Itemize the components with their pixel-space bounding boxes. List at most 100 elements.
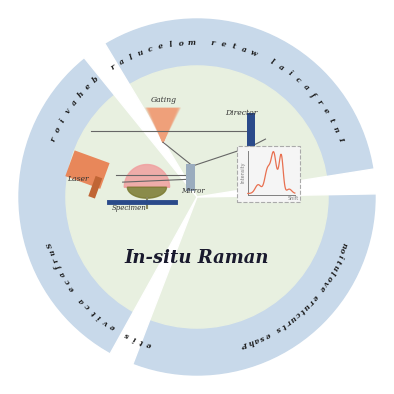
- Text: I: I: [336, 136, 345, 142]
- Text: e: e: [146, 339, 153, 349]
- Text: Gating: Gating: [151, 96, 177, 104]
- Text: o: o: [324, 273, 333, 282]
- Text: c: c: [147, 45, 154, 54]
- Text: l: l: [169, 41, 173, 49]
- Text: P: P: [241, 339, 249, 349]
- Text: o: o: [337, 247, 347, 254]
- Text: Specimen: Specimen: [112, 204, 147, 212]
- Text: Intensity: Intensity: [240, 162, 245, 184]
- Text: r: r: [210, 39, 215, 47]
- Text: a: a: [78, 296, 87, 305]
- Text: i: i: [131, 334, 137, 342]
- Text: r: r: [109, 63, 117, 72]
- Bar: [65, 151, 110, 189]
- Text: t: t: [231, 43, 236, 51]
- Bar: [186, 164, 195, 191]
- Text: S: S: [45, 241, 55, 249]
- Text: a: a: [252, 335, 260, 344]
- Polygon shape: [149, 109, 178, 142]
- Text: r: r: [51, 256, 60, 263]
- Polygon shape: [151, 110, 175, 142]
- Text: o: o: [178, 39, 184, 48]
- Text: u: u: [48, 248, 58, 256]
- Text: c: c: [83, 302, 92, 311]
- Text: a: a: [240, 45, 247, 54]
- Text: c: c: [293, 310, 302, 319]
- Text: Director: Director: [225, 109, 258, 117]
- Text: e: e: [263, 330, 271, 339]
- Text: u: u: [288, 314, 297, 323]
- Text: r: r: [284, 318, 292, 327]
- Text: a: a: [118, 57, 126, 67]
- Text: i: i: [336, 253, 344, 259]
- Text: n: n: [331, 125, 341, 134]
- Text: f: f: [309, 91, 317, 98]
- Text: c: c: [294, 76, 302, 85]
- Text: l: l: [328, 269, 336, 276]
- Text: t: t: [327, 117, 335, 124]
- Polygon shape: [145, 108, 180, 142]
- Polygon shape: [152, 110, 173, 142]
- Text: i: i: [59, 117, 67, 123]
- Text: u: u: [301, 301, 311, 311]
- Text: a: a: [277, 63, 286, 72]
- Text: i: i: [96, 313, 103, 321]
- Text: e: e: [84, 83, 93, 92]
- Text: l: l: [269, 58, 275, 66]
- Text: e: e: [109, 322, 117, 331]
- Text: a: a: [58, 270, 68, 279]
- Circle shape: [19, 19, 375, 375]
- Text: r: r: [306, 298, 315, 306]
- Text: v: v: [102, 318, 110, 327]
- Text: e: e: [310, 293, 319, 302]
- Text: w: w: [249, 48, 258, 58]
- Polygon shape: [151, 109, 176, 142]
- Text: t: t: [279, 321, 286, 330]
- Text: r: r: [315, 99, 324, 107]
- Bar: [247, 113, 255, 146]
- Polygon shape: [124, 165, 169, 187]
- Text: h: h: [247, 337, 255, 347]
- Text: e: e: [157, 42, 164, 51]
- Wedge shape: [82, 41, 197, 197]
- Bar: [88, 176, 102, 199]
- Text: c: c: [63, 277, 72, 285]
- Text: e: e: [67, 284, 77, 292]
- Text: t: t: [333, 258, 342, 265]
- Polygon shape: [147, 108, 178, 142]
- Text: Laser: Laser: [67, 175, 89, 182]
- Wedge shape: [109, 197, 197, 367]
- FancyBboxPatch shape: [237, 146, 299, 202]
- Wedge shape: [197, 169, 379, 197]
- Text: l: l: [128, 53, 134, 61]
- Text: e: e: [220, 40, 226, 49]
- Text: t: t: [89, 308, 98, 316]
- Text: t: t: [139, 337, 145, 346]
- Text: u: u: [137, 48, 145, 58]
- Text: s: s: [123, 330, 130, 339]
- Text: h: h: [76, 90, 86, 99]
- Text: v: v: [321, 279, 330, 287]
- Text: Mirror: Mirror: [181, 187, 205, 195]
- Text: In-situ Raman: In-situ Raman: [125, 249, 269, 267]
- Polygon shape: [149, 109, 177, 142]
- Text: e: e: [317, 284, 327, 292]
- Text: u: u: [330, 263, 340, 271]
- Text: s: s: [274, 324, 282, 333]
- Text: a: a: [301, 82, 310, 92]
- Polygon shape: [146, 108, 180, 142]
- Polygon shape: [127, 187, 167, 198]
- Text: v: v: [64, 107, 73, 115]
- Text: i: i: [286, 69, 294, 78]
- Circle shape: [66, 66, 328, 328]
- Text: t: t: [298, 307, 306, 314]
- Text: f: f: [55, 264, 63, 270]
- Text: m: m: [188, 39, 196, 47]
- Text: Shift: Shift: [287, 196, 299, 201]
- Text: b: b: [91, 75, 101, 85]
- Text: s: s: [258, 333, 265, 342]
- Text: o: o: [53, 125, 63, 134]
- Text: e: e: [321, 107, 330, 115]
- Text: r: r: [49, 136, 58, 143]
- Text: n: n: [339, 241, 349, 249]
